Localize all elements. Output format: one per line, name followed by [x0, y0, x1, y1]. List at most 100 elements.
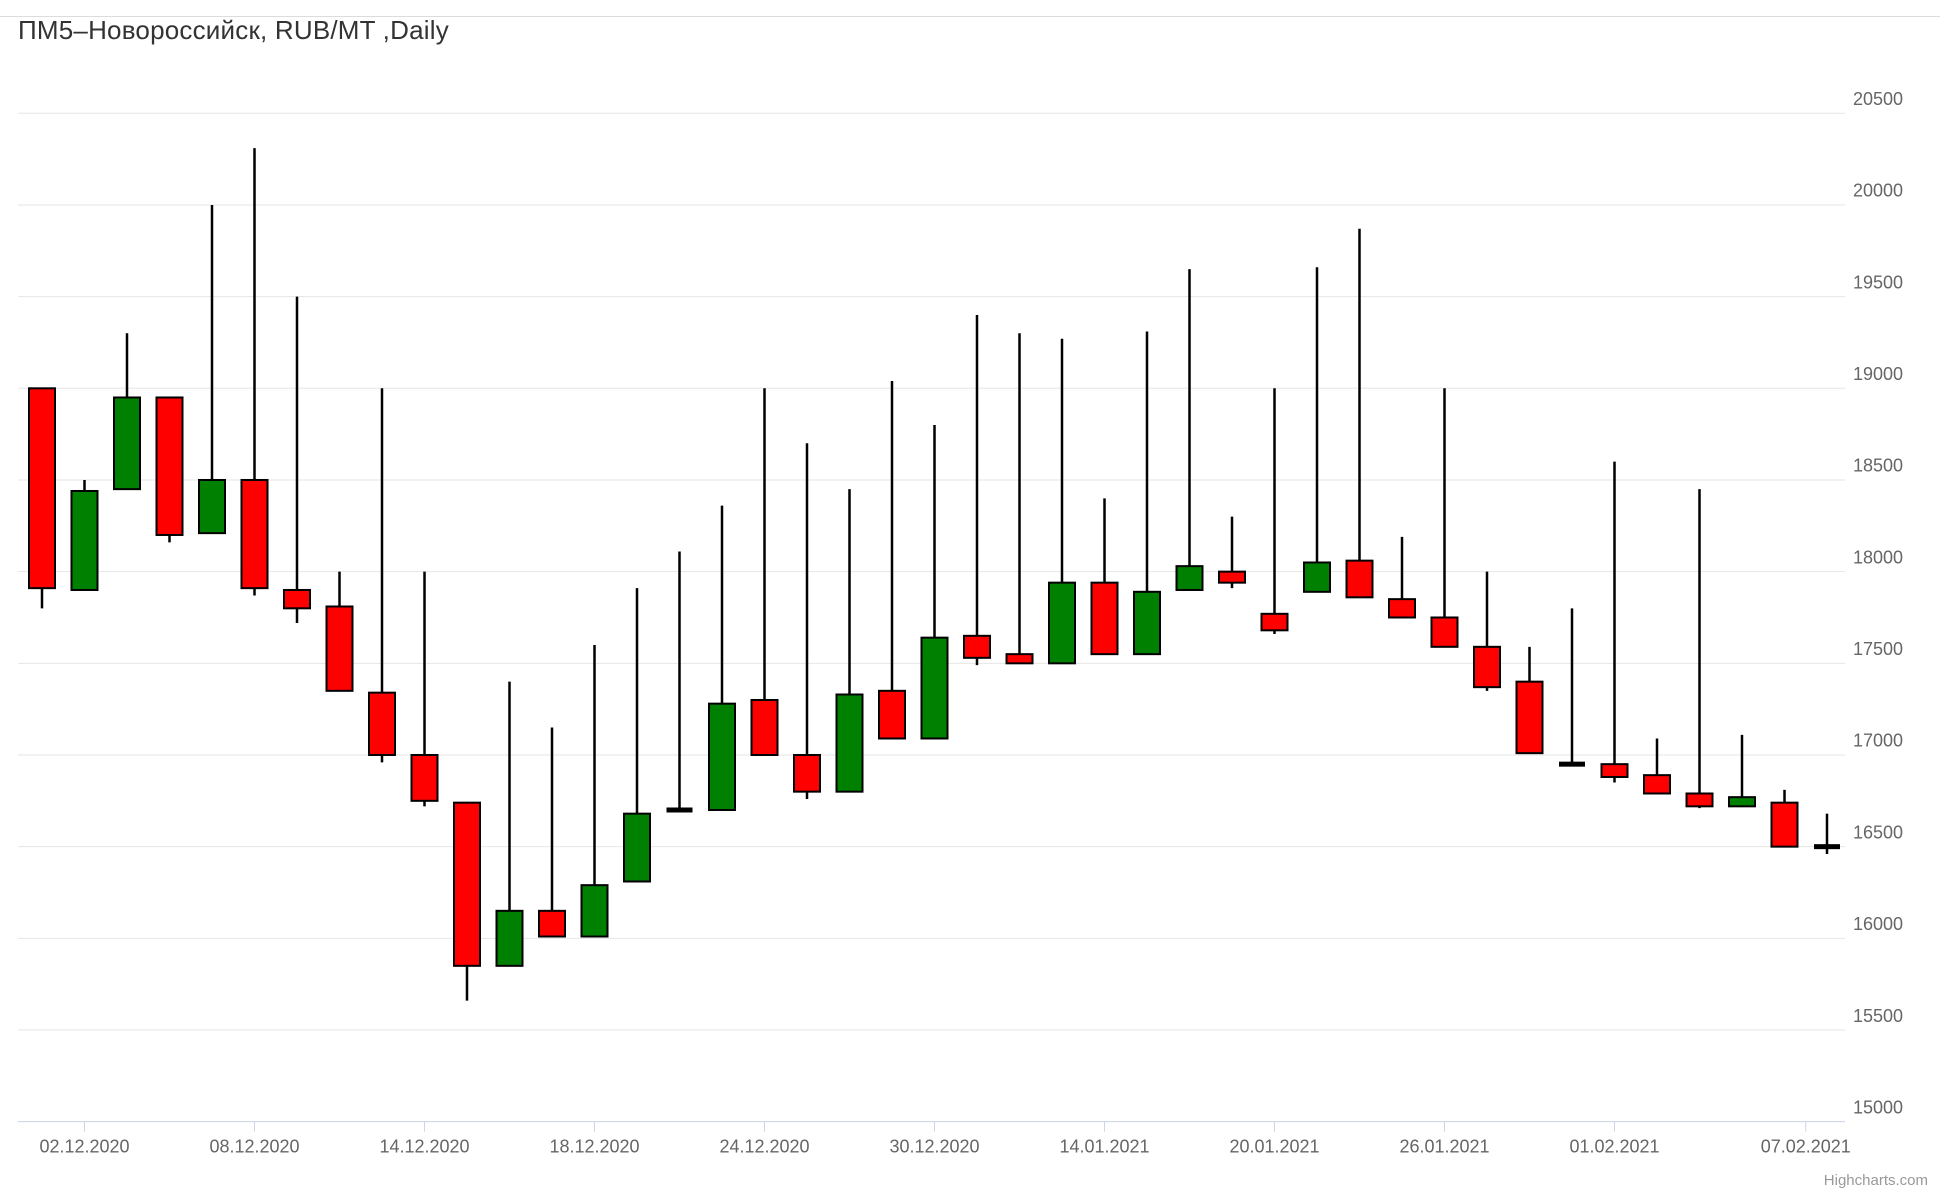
candle-body-up	[580, 884, 609, 938]
candle[interactable]	[1559, 608, 1585, 767]
candle-body-up	[835, 693, 864, 793]
candle[interactable]	[1260, 388, 1289, 634]
candle[interactable]	[1005, 333, 1034, 665]
candle-body-down	[368, 691, 396, 756]
candle[interactable]	[70, 479, 99, 591]
candle[interactable]	[495, 681, 524, 967]
x-axis-label: 20.01.2021	[1229, 1137, 1319, 1157]
candle[interactable]	[878, 380, 906, 740]
candle[interactable]	[1175, 269, 1204, 591]
candle-body-down	[155, 396, 184, 536]
candle[interactable]	[920, 424, 949, 740]
candle[interactable]	[835, 489, 864, 793]
candle-body-up	[1559, 761, 1585, 767]
candle[interactable]	[623, 588, 651, 883]
candle[interactable]	[963, 314, 991, 666]
candle[interactable]	[538, 727, 566, 938]
candle-body-up	[1048, 581, 1076, 665]
x-axis-label: 01.02.2021	[1569, 1137, 1659, 1157]
candle[interactable]	[283, 296, 311, 623]
candle-body-down	[28, 387, 56, 590]
candle[interactable]	[1473, 571, 1501, 691]
candle[interactable]	[750, 388, 779, 756]
candle[interactable]	[155, 396, 184, 543]
y-axis-label: 18500	[1853, 456, 1903, 476]
candle-body-up	[1133, 590, 1161, 656]
candle[interactable]	[580, 644, 609, 938]
candle-body-down	[1090, 581, 1119, 656]
candle[interactable]	[1685, 489, 1714, 809]
candle[interactable]	[1728, 734, 1756, 808]
candle-body-up	[920, 636, 949, 740]
candle[interactable]	[1515, 646, 1544, 755]
candle[interactable]	[368, 388, 396, 763]
candle[interactable]	[666, 551, 693, 813]
candle[interactable]	[1303, 267, 1331, 593]
candle[interactable]	[1218, 516, 1246, 589]
y-axis-label: 20000	[1853, 181, 1903, 201]
candle-body-down	[1260, 612, 1289, 632]
candle-body-down	[1345, 559, 1374, 599]
x-axis-label: 18.12.2020	[549, 1137, 639, 1157]
candle[interactable]	[708, 505, 736, 811]
candle-body-down	[1600, 763, 1629, 778]
candle-body-down	[1430, 616, 1459, 648]
candle-body-up	[708, 702, 736, 811]
candle-body-up	[1175, 565, 1204, 591]
candle-body-down	[878, 689, 906, 740]
candle-body-up	[495, 909, 524, 967]
y-axis-label: 18000	[1853, 547, 1903, 567]
x-axis-label: 08.12.2020	[209, 1137, 299, 1157]
candle[interactable]	[198, 204, 226, 535]
candle-body-up	[70, 489, 99, 591]
candle[interactable]	[325, 571, 354, 692]
candle[interactable]	[793, 443, 821, 799]
y-axis-label: 20500	[1853, 89, 1903, 109]
candle[interactable]	[453, 801, 481, 1001]
y-axis-label: 16000	[1853, 914, 1903, 934]
candle[interactable]	[1770, 789, 1799, 848]
candle[interactable]	[1643, 738, 1671, 795]
x-axis-label: 14.12.2020	[379, 1137, 469, 1157]
candle-body-down	[1473, 645, 1501, 689]
candle-body-down	[750, 698, 779, 756]
candle-body-down	[1685, 792, 1714, 808]
candle[interactable]	[1600, 461, 1629, 783]
candle-body-down	[538, 909, 566, 938]
y-axis-label: 17000	[1853, 731, 1903, 751]
candle-body-down	[283, 588, 311, 610]
top-border-line	[0, 16, 1940, 17]
y-axis-label: 19000	[1853, 364, 1903, 384]
y-axis-label: 15500	[1853, 1006, 1903, 1026]
candle[interactable]	[1133, 331, 1161, 656]
highcharts-credits-link[interactable]: Highcharts.com	[1823, 1172, 1928, 1189]
candle-body-down	[1218, 570, 1246, 584]
y-axis-label: 19500	[1853, 272, 1903, 292]
candle-body-up	[623, 812, 651, 883]
candle-body-up	[666, 807, 693, 813]
candle-body-down	[1388, 598, 1416, 619]
candle-body-down	[1005, 653, 1034, 665]
candle[interactable]	[1090, 498, 1119, 656]
candle-body-down	[1643, 774, 1671, 795]
candle-body-down	[963, 634, 991, 659]
candle[interactable]	[28, 387, 56, 609]
candle-body-down	[240, 478, 269, 590]
candle[interactable]	[410, 571, 439, 807]
candle-body-up	[1303, 561, 1331, 593]
y-axis-label: 16500	[1853, 822, 1903, 842]
candle-body-down	[453, 801, 481, 967]
y-axis-label: 17500	[1853, 639, 1903, 659]
candle[interactable]	[1388, 536, 1416, 619]
candle[interactable]	[1430, 388, 1459, 648]
x-axis-label: 14.01.2021	[1059, 1137, 1149, 1157]
candle[interactable]	[1048, 338, 1076, 665]
candle[interactable]	[1814, 813, 1840, 854]
x-axis-label: 02.12.2020	[39, 1137, 129, 1157]
x-axis-label: 26.01.2021	[1399, 1137, 1489, 1157]
candle[interactable]	[113, 333, 141, 491]
candle[interactable]	[1345, 228, 1374, 599]
candle-body-down	[325, 605, 354, 692]
candle[interactable]	[240, 148, 269, 596]
